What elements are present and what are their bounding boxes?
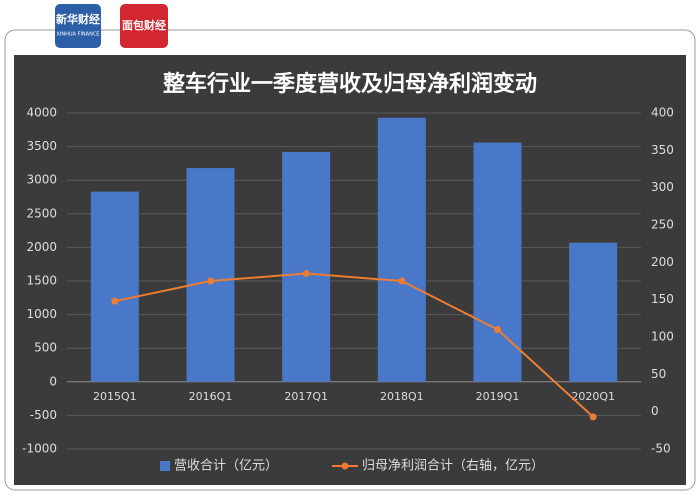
y2-tick-label: 300 [651, 180, 674, 194]
logo-right [120, 4, 168, 48]
x-tick-label: 2020Q1 [571, 390, 615, 403]
line-point [494, 326, 501, 334]
x-tick-label: 2015Q1 [93, 390, 137, 403]
bar [569, 242, 618, 382]
line [114, 272, 594, 418]
y-tick-label: 1000 [26, 307, 57, 321]
bar [90, 191, 139, 382]
line-point [398, 277, 406, 285]
y2-tick-label: -50 [651, 442, 671, 456]
y2-tick-label: 50 [651, 367, 666, 381]
x-tick-label: 2019Q1 [476, 390, 520, 403]
x-tick-label: 2017Q1 [284, 390, 328, 403]
y-tick-label: 500 [34, 341, 57, 355]
y2-tick-label: 200 [651, 255, 674, 269]
y2-tick-label: 150 [651, 292, 674, 306]
y-tick-label: 1500 [26, 274, 57, 288]
y-tick-label: 3500 [26, 139, 57, 153]
y2-tick-label: 100 [651, 330, 674, 344]
line-point [589, 413, 597, 421]
x-tick-label: 2016Q1 [189, 390, 233, 403]
chart-title: 整车行业一季度营收及归母净利润变动 [163, 71, 537, 97]
y2-tick-label: 250 [651, 218, 674, 232]
logo-left [55, 4, 101, 48]
line-point [111, 297, 119, 305]
line-point [302, 270, 310, 278]
bar [473, 142, 522, 382]
y-tick-label: 3000 [26, 173, 57, 187]
logo-left-subtitle: XINHUA FINANCE [57, 32, 100, 38]
legend-swatch [160, 461, 170, 471]
legend-swatch [341, 462, 349, 470]
y-tick-label: -500 [30, 408, 57, 422]
y-tick-label: 0 [49, 374, 57, 388]
x-tick-label: 2018Q1 [380, 390, 424, 403]
y-tick-label: -1000 [22, 442, 57, 456]
bar [186, 168, 235, 382]
y-tick-label: 4000 [26, 106, 57, 120]
legend-label: 归母净利润合计（右轴，亿元） [362, 459, 544, 474]
y-tick-label: 2500 [26, 206, 57, 220]
y2-tick-label: 0 [651, 404, 659, 418]
y-tick-label: 2000 [26, 240, 57, 254]
logo-right-title: 面包财经 [122, 18, 166, 32]
bar [282, 151, 331, 382]
bar [377, 117, 426, 382]
logo-left-title: 新华财经 [56, 12, 100, 26]
legend-label: 营收合计（亿元） [174, 459, 278, 474]
y2-tick-label: 400 [651, 106, 674, 120]
y2-tick-label: 350 [651, 143, 674, 157]
line-point [207, 277, 214, 285]
